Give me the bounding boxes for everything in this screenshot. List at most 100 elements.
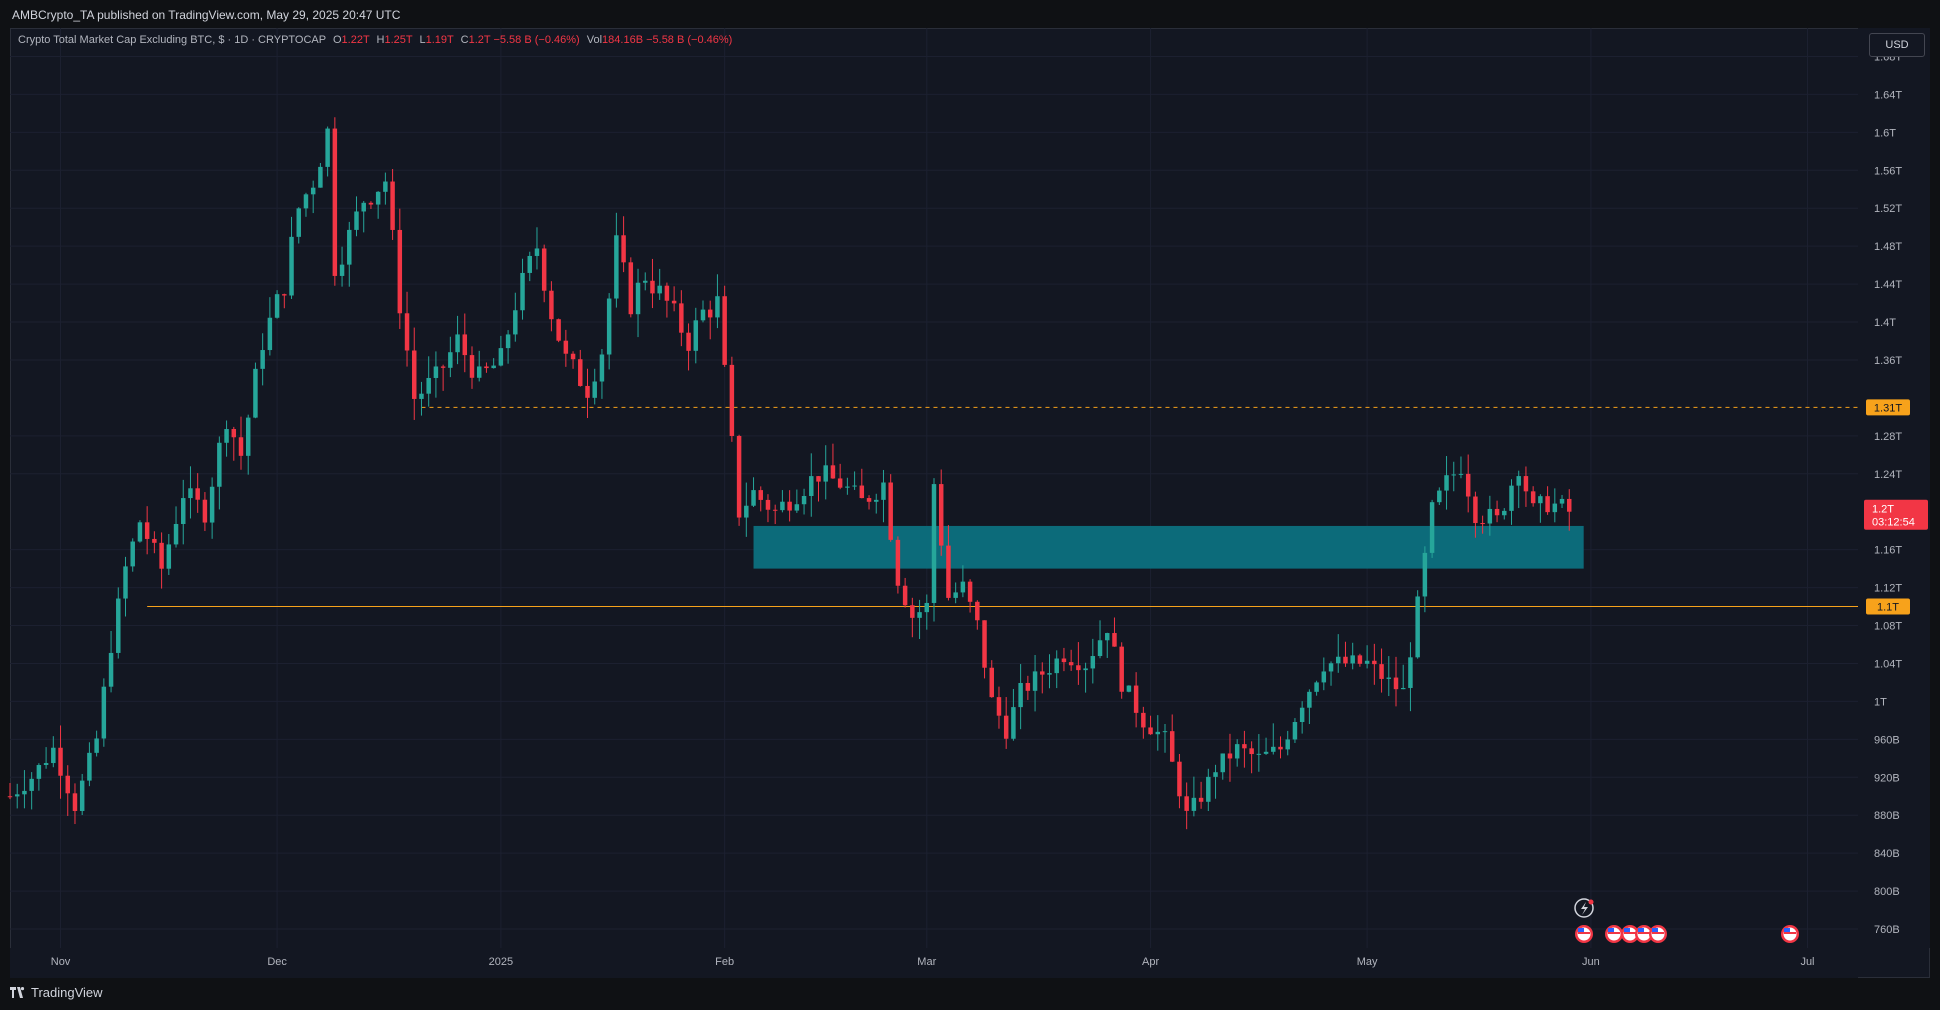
candle-body xyxy=(1386,677,1392,679)
candle xyxy=(1018,664,1023,730)
candle-body xyxy=(1003,715,1009,739)
candle-body xyxy=(1112,633,1117,647)
candle xyxy=(563,329,569,367)
candle-body xyxy=(72,793,78,811)
candle-body xyxy=(419,393,424,399)
candle xyxy=(729,356,735,442)
chart-pane[interactable] xyxy=(10,28,1930,978)
currency-button[interactable]: USD xyxy=(1869,33,1925,57)
candle xyxy=(1133,672,1139,728)
candle-body xyxy=(1494,508,1500,516)
candle-body xyxy=(801,495,807,505)
candle xyxy=(375,191,381,219)
candle xyxy=(1559,494,1565,508)
candle xyxy=(1458,456,1464,479)
candle-body xyxy=(448,352,453,368)
candle xyxy=(159,532,164,589)
candle xyxy=(1162,723,1168,753)
change-value: −5.58 B (−0.46%) xyxy=(493,34,580,46)
candle xyxy=(722,285,727,367)
candle xyxy=(953,582,958,604)
candle xyxy=(383,172,388,205)
candle xyxy=(520,258,525,320)
candle-body xyxy=(809,476,814,496)
candle xyxy=(1097,620,1103,659)
candle-body xyxy=(549,290,554,320)
candle xyxy=(22,770,27,809)
candle xyxy=(303,192,309,217)
candle-body xyxy=(1256,753,1262,755)
candle-body xyxy=(137,522,143,542)
candle-body xyxy=(1458,473,1464,475)
candle-body xyxy=(1162,731,1168,733)
candle xyxy=(736,434,742,526)
candle-body xyxy=(368,202,374,205)
candle xyxy=(1054,650,1059,689)
candle-body xyxy=(1364,660,1370,664)
candle xyxy=(513,292,518,342)
candle-body xyxy=(1184,796,1189,811)
candle xyxy=(852,471,857,490)
candle-body xyxy=(310,187,316,195)
candle-body xyxy=(1097,640,1103,657)
candle-body xyxy=(1509,485,1514,511)
candle xyxy=(1003,697,1009,749)
price-tick-label: 800B xyxy=(1874,886,1900,898)
candle-body xyxy=(7,796,13,798)
candle-body xyxy=(476,366,482,378)
candle xyxy=(94,730,99,757)
candle-body xyxy=(1372,660,1377,665)
candle xyxy=(1184,782,1189,830)
candle-body xyxy=(541,248,547,291)
tradingview-brand[interactable]: TradingView xyxy=(10,985,103,1000)
key-level-tag xyxy=(1866,598,1910,615)
candle-body xyxy=(650,280,655,294)
candle-body xyxy=(43,763,49,766)
candle xyxy=(484,362,489,373)
candle-body xyxy=(989,667,994,698)
candle-body xyxy=(1538,496,1543,504)
candle xyxy=(527,251,532,282)
candle-body xyxy=(1343,656,1348,664)
candle xyxy=(866,495,872,510)
candle-body xyxy=(902,585,908,606)
candle xyxy=(1545,486,1550,515)
candle xyxy=(960,565,966,598)
candle-body xyxy=(108,652,114,687)
candle xyxy=(245,414,251,475)
price-tick-label: 1.4T xyxy=(1874,317,1896,329)
candle xyxy=(643,272,648,291)
volume-label: Vol xyxy=(586,34,603,46)
candle-body xyxy=(1393,677,1399,690)
candle-body xyxy=(1220,753,1225,773)
candle xyxy=(780,490,785,513)
candle xyxy=(628,257,634,318)
candle-body xyxy=(1336,656,1341,664)
candle-body xyxy=(1350,655,1355,664)
candle-body xyxy=(1271,746,1276,752)
candle-body xyxy=(606,298,612,355)
brand-name: TradingView xyxy=(31,985,103,1000)
flash-news-icon xyxy=(1574,898,1594,918)
candle xyxy=(368,201,374,209)
candle-body xyxy=(1314,682,1319,692)
candle xyxy=(686,323,691,371)
candle-body xyxy=(556,319,561,341)
candle xyxy=(476,350,482,382)
time-tick-label: Feb xyxy=(715,956,734,968)
candle xyxy=(318,162,323,188)
candle xyxy=(14,783,20,809)
support-zone xyxy=(753,525,1584,569)
candle xyxy=(1494,500,1500,523)
candle xyxy=(1307,689,1312,725)
candle-body xyxy=(159,542,164,569)
candle xyxy=(1465,454,1471,513)
candle-body xyxy=(621,235,626,263)
candle-body xyxy=(1177,761,1182,797)
candle xyxy=(505,330,511,364)
candle-body xyxy=(1408,657,1413,688)
candle-body xyxy=(931,484,937,603)
candle-body xyxy=(1011,707,1016,739)
price-tick-label: 1.12T xyxy=(1874,583,1902,595)
